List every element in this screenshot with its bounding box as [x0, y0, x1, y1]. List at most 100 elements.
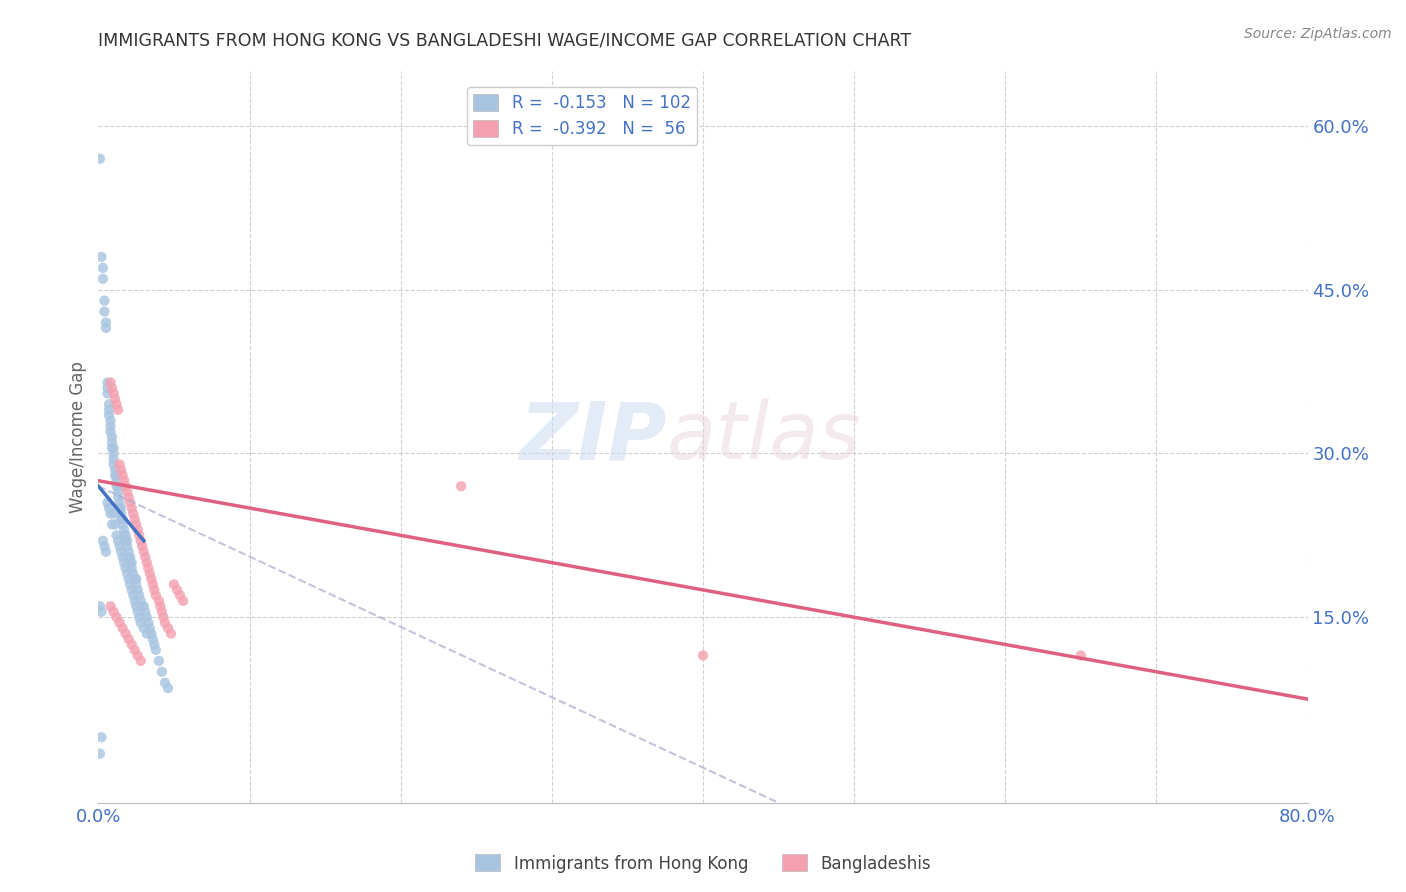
Point [135, 610, 157, 624]
Point [101, 430, 124, 444]
Point [127, 523, 149, 537]
Point [101, 517, 124, 532]
Point [128, 610, 150, 624]
Point [104, 463, 127, 477]
Point [114, 561, 136, 575]
Point [131, 539, 153, 553]
Point [163, 577, 186, 591]
Point [129, 615, 152, 630]
Point [128, 528, 150, 542]
Point [115, 566, 138, 581]
Point [103, 458, 125, 472]
Point [120, 556, 142, 570]
Point [111, 468, 134, 483]
Point [120, 495, 142, 509]
Point [105, 474, 128, 488]
Point [105, 528, 128, 542]
Point [115, 533, 138, 548]
Point [145, 643, 167, 657]
Point [89, 599, 111, 614]
Point [121, 561, 143, 575]
Point [153, 615, 176, 630]
Point [128, 588, 150, 602]
Point [135, 626, 157, 640]
Point [166, 582, 188, 597]
Point [124, 594, 146, 608]
Point [105, 397, 128, 411]
Point [94, 545, 117, 559]
Point [96, 495, 118, 509]
Point [122, 588, 145, 602]
Point [90, 605, 112, 619]
Point [148, 594, 170, 608]
Point [134, 605, 156, 619]
Point [114, 479, 136, 493]
Point [110, 507, 132, 521]
Point [127, 648, 149, 663]
Point [114, 528, 136, 542]
Point [136, 615, 159, 630]
Point [101, 381, 124, 395]
Point [118, 490, 141, 504]
Point [100, 376, 122, 390]
Point [94, 315, 117, 329]
Point [101, 435, 124, 450]
Point [150, 665, 173, 679]
Point [134, 550, 156, 565]
Point [125, 572, 148, 586]
Point [108, 539, 131, 553]
Point [100, 425, 122, 439]
Point [156, 621, 179, 635]
Point [124, 512, 146, 526]
Point [107, 490, 129, 504]
Point [94, 321, 117, 335]
Point [103, 507, 125, 521]
Point [93, 293, 115, 308]
Point [148, 654, 170, 668]
Point [90, 731, 112, 745]
Point [141, 626, 163, 640]
Point [91, 272, 114, 286]
Point [100, 507, 122, 521]
Point [124, 572, 146, 586]
Point [153, 675, 176, 690]
Point [121, 556, 143, 570]
Point [121, 501, 143, 516]
Point [105, 468, 128, 483]
Point [127, 605, 149, 619]
Point [124, 643, 146, 657]
Point [143, 582, 166, 597]
Point [150, 605, 173, 619]
Point [125, 517, 148, 532]
Y-axis label: Wage/Income Gap: Wage/Income Gap [69, 361, 87, 513]
Point [110, 501, 132, 516]
Point [103, 605, 125, 619]
Point [145, 588, 167, 602]
Point [98, 402, 121, 417]
Point [103, 451, 125, 466]
Point [107, 479, 129, 493]
Point [132, 599, 155, 614]
Point [96, 386, 118, 401]
Point [111, 517, 134, 532]
Point [111, 550, 134, 565]
Point [139, 621, 162, 635]
Point [114, 626, 136, 640]
Point [103, 446, 125, 460]
Text: Source: ZipAtlas.com: Source: ZipAtlas.com [1244, 27, 1392, 41]
Point [142, 577, 165, 591]
Point [450, 479, 472, 493]
Point [118, 545, 141, 559]
Point [156, 681, 179, 695]
Point [129, 533, 152, 548]
Point [112, 528, 135, 542]
Point [122, 507, 145, 521]
Legend: R =  -0.153   N = 102, R =  -0.392   N =  56: R = -0.153 N = 102, R = -0.392 N = 56 [467, 87, 697, 145]
Point [110, 545, 132, 559]
Point [112, 556, 135, 570]
Point [152, 610, 174, 624]
Point [98, 397, 121, 411]
Point [120, 550, 142, 565]
Point [172, 594, 194, 608]
Point [132, 545, 155, 559]
